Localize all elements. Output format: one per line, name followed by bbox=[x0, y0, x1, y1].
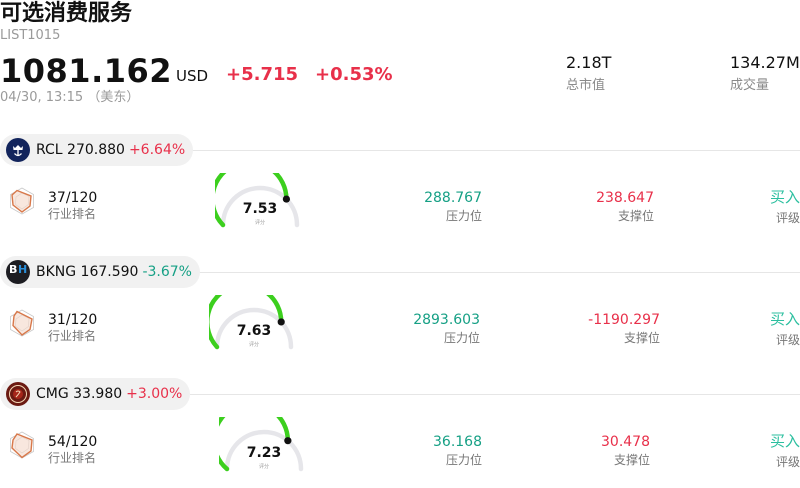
stock-divider bbox=[190, 150, 800, 151]
industry-rank-label: 行业排名 bbox=[48, 207, 97, 221]
price-change-percent: +0.53% bbox=[315, 64, 393, 85]
quote-timestamp: 04/30, 13:15 （美东） bbox=[0, 90, 140, 105]
score-label: 评分 bbox=[248, 342, 259, 348]
resistance-value: 2893.603 bbox=[413, 312, 480, 328]
rating-label: 评级 bbox=[775, 211, 800, 225]
score-label: 评分 bbox=[254, 220, 265, 226]
radar-icon bbox=[10, 431, 34, 459]
stock-pill[interactable]: CMG 33.980 +3.00% bbox=[0, 378, 191, 410]
stock-divider bbox=[190, 394, 800, 395]
index-price: 1081.162 bbox=[0, 52, 173, 90]
index-code: LIST1015 bbox=[0, 28, 61, 43]
industry-rank-label: 行业排名 bbox=[48, 329, 97, 343]
page-title: 可选消费服务 bbox=[0, 1, 133, 26]
resistance-label: 压力位 bbox=[445, 453, 482, 467]
stock-pill[interactable]: RCL 270.880 +6.64% bbox=[0, 134, 194, 166]
chipotle-seal-icon bbox=[6, 382, 30, 406]
volume-value: 134.27M bbox=[730, 53, 800, 72]
market-cap-label: 总市值 bbox=[566, 78, 606, 93]
market-cap-value: 2.18T bbox=[566, 53, 612, 72]
score-gauge bbox=[209, 295, 294, 350]
industry-rank-label: 行业排名 bbox=[48, 451, 97, 465]
industry-rank-value: 37/120 bbox=[48, 190, 98, 206]
stock-change: +3.00% bbox=[126, 386, 183, 402]
stock-card-cmg[interactable]: CMG 33.980 +3.00% 54/120 行业排名 7.23 评分 36… bbox=[0, 377, 800, 488]
resistance-label: 压力位 bbox=[443, 331, 480, 345]
rating-buy-button[interactable]: 买入 bbox=[769, 432, 800, 450]
stock-ticker-price: RCL 270.880 bbox=[36, 142, 125, 158]
stock-card-rcl[interactable]: RCL 270.880 +6.64% 37/120 行业排名 7.53 评分 2… bbox=[0, 133, 800, 255]
radar-icon bbox=[10, 309, 34, 337]
price-change: +5.715 bbox=[226, 64, 299, 85]
support-label: 支撑位 bbox=[617, 209, 654, 223]
stock-change: -3.67% bbox=[142, 264, 192, 280]
resistance-value: 36.168 bbox=[433, 434, 482, 450]
crown-anchor-icon bbox=[6, 138, 30, 162]
resistance-value: 288.767 bbox=[424, 190, 482, 206]
score-gauge bbox=[219, 417, 304, 472]
support-value: 30.478 bbox=[601, 434, 650, 450]
radar-icon bbox=[10, 187, 34, 215]
stock-divider bbox=[190, 272, 800, 273]
score-label: 评分 bbox=[258, 464, 269, 470]
support-label: 支撑位 bbox=[613, 453, 650, 467]
rating-label: 评级 bbox=[775, 455, 800, 469]
rating-buy-button[interactable]: 买入 bbox=[769, 188, 800, 206]
stock-ticker-price: CMG 33.980 bbox=[36, 386, 123, 402]
stock-change: +6.64% bbox=[128, 142, 186, 158]
support-value: 238.647 bbox=[596, 190, 654, 206]
currency-label: USD bbox=[176, 67, 209, 85]
score-gauge bbox=[215, 173, 300, 228]
stock-ticker-price: BKNG 167.590 bbox=[36, 264, 139, 280]
volume-label: 成交量 bbox=[730, 78, 770, 93]
score-value: 7.23 bbox=[246, 445, 282, 461]
support-value: -1190.297 bbox=[588, 312, 660, 328]
rating-label: 评级 bbox=[775, 333, 800, 347]
rating-buy-button[interactable]: 买入 bbox=[769, 310, 800, 328]
resistance-label: 压力位 bbox=[445, 209, 482, 223]
score-value: 7.53 bbox=[242, 201, 278, 217]
industry-rank-value: 31/120 bbox=[48, 312, 98, 328]
score-value: 7.63 bbox=[236, 323, 272, 339]
support-label: 支撑位 bbox=[623, 331, 660, 345]
industry-rank-value: 54/120 bbox=[48, 434, 98, 450]
